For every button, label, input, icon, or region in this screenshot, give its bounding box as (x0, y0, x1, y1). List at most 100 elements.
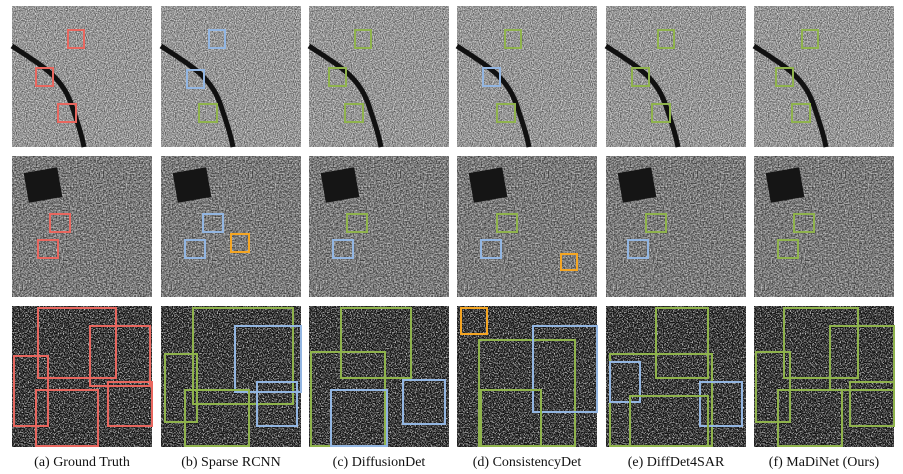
caption: (e) DiffDet4SAR (628, 455, 725, 470)
image-grid (10, 6, 895, 447)
detection-box (791, 103, 811, 123)
detection-box (330, 389, 388, 447)
detection-box (67, 29, 85, 49)
detection-box (627, 239, 649, 259)
sar-image (307, 6, 449, 148)
sar-image (10, 6, 152, 148)
sar-image (752, 6, 894, 148)
river (752, 43, 829, 148)
detection-box (340, 307, 412, 379)
detection-box (777, 389, 843, 447)
dark-square (320, 167, 360, 203)
river (307, 43, 384, 148)
river (604, 43, 681, 148)
sar-image (457, 306, 598, 447)
detection-box (460, 307, 488, 335)
caption: (f) MaDiNet (Ours) (769, 455, 880, 470)
dark-square (468, 167, 508, 203)
detection-box (777, 239, 799, 259)
sar-image (161, 306, 302, 447)
detection-box (186, 69, 205, 89)
sar-image (455, 6, 597, 148)
detection-box (849, 381, 895, 427)
detection-box (755, 351, 791, 423)
detection-box (402, 379, 446, 425)
detection-box (609, 361, 641, 403)
dark-square (765, 167, 805, 203)
detection-box (655, 307, 709, 379)
detection-box (783, 307, 859, 379)
detection-box (829, 325, 895, 391)
detection-box (560, 253, 578, 271)
captions: (a) Ground Truth (b) Sparse RCNN (c) Diffu… (34, 455, 879, 470)
detection-box (631, 67, 650, 87)
sar-image (309, 156, 449, 297)
detection-box (234, 325, 302, 393)
sar-image (159, 6, 301, 148)
detection-box (35, 67, 54, 87)
detection-box (496, 213, 518, 233)
sar-image (309, 306, 449, 447)
dark-square (23, 167, 63, 203)
detection-box (801, 29, 819, 49)
dark-square (172, 167, 212, 203)
detection-box (37, 239, 59, 259)
image-texture (457, 6, 597, 147)
detection-box (208, 29, 226, 49)
detection-box (107, 381, 153, 427)
sar-image (161, 156, 301, 297)
river (159, 43, 236, 148)
detection-box (346, 213, 368, 233)
detection-box (480, 239, 502, 259)
detection-box (164, 353, 198, 423)
sar-image (604, 6, 746, 148)
detection-box (202, 213, 224, 233)
detection-box (256, 381, 298, 427)
image-texture (606, 6, 746, 147)
detection-box (57, 103, 77, 123)
detection-box (532, 325, 598, 413)
river (10, 43, 87, 148)
detection-box (793, 213, 815, 233)
detection-box (198, 103, 218, 123)
detection-box (645, 213, 667, 233)
detection-box (328, 67, 347, 87)
detection-box (354, 29, 372, 49)
detection-box (332, 239, 354, 259)
detection-box (184, 239, 206, 259)
caption: (c) DiffusionDet (333, 455, 426, 470)
caption: (d) ConsistencyDet (473, 455, 582, 470)
river (455, 43, 532, 148)
image-texture (12, 6, 152, 147)
detection-box (184, 389, 250, 447)
sar-image (754, 156, 894, 297)
caption: (b) Sparse RCNN (181, 455, 281, 470)
detection-box (775, 67, 794, 87)
detection-box (504, 29, 522, 49)
sar-image (457, 156, 597, 297)
detection-box (482, 67, 501, 87)
sar-image (606, 156, 746, 297)
image-texture (754, 6, 894, 147)
detection-box (89, 325, 151, 387)
detection-box (49, 213, 71, 233)
detection-box (344, 103, 364, 123)
detection-box (699, 381, 743, 427)
detection-box (480, 389, 542, 447)
dark-square (617, 167, 657, 203)
caption: (a) Ground Truth (34, 455, 130, 470)
image-texture (161, 6, 301, 147)
sar-image (12, 306, 153, 447)
detection-box (37, 307, 117, 379)
sar-image (754, 306, 895, 447)
sar-image (12, 156, 152, 297)
detection-box (651, 103, 671, 123)
sar-image (606, 306, 746, 447)
detection-box (230, 233, 250, 253)
image-texture (309, 6, 449, 147)
detection-box (629, 395, 709, 447)
detection-box (496, 103, 516, 123)
detection-box (192, 307, 294, 405)
detection-box (35, 389, 99, 447)
